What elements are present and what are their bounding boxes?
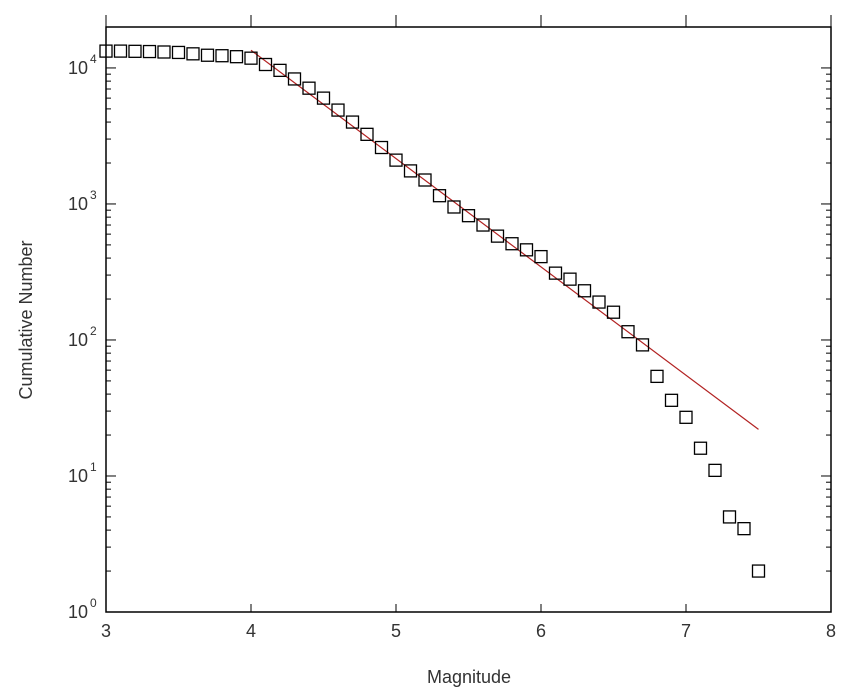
- y-tick-exponent: 1: [90, 460, 97, 474]
- data-point: [200, 48, 215, 62]
- y-tick-label: 10: [68, 194, 88, 214]
- data-point: [737, 522, 751, 536]
- data-point: [592, 295, 606, 309]
- data-point: [679, 410, 693, 424]
- data-point: [302, 81, 316, 95]
- data-point: [374, 140, 389, 155]
- data-point: [316, 91, 331, 105]
- y-axis-label: Cumulative Number: [16, 240, 36, 399]
- data-point: [345, 115, 360, 129]
- x-axis-label: Magnitude: [427, 667, 511, 687]
- data-point: [447, 200, 461, 214]
- data-point: [360, 127, 374, 141]
- data-point: [664, 393, 679, 407]
- y-tick-exponent: 4: [90, 52, 97, 66]
- data-point: [476, 218, 490, 232]
- data-point: [113, 44, 128, 58]
- data-point: [403, 164, 418, 178]
- data-point: [389, 153, 403, 167]
- data-point: [215, 49, 229, 63]
- x-tick-label: 6: [536, 621, 546, 641]
- plot-frame: [105, 26, 832, 613]
- fit-line: [250, 49, 759, 430]
- data-point: [519, 243, 534, 257]
- data-point: [273, 63, 287, 78]
- y-tick-label: 10: [68, 58, 88, 78]
- data-point: [708, 463, 722, 478]
- x-tick-label: 8: [826, 621, 836, 641]
- data-point: [577, 284, 592, 298]
- x-tick-label: 3: [101, 621, 111, 641]
- data-point: [534, 249, 548, 264]
- data-point: [244, 51, 258, 65]
- x-tick-label: 5: [391, 621, 401, 641]
- y-tick-exponent: 0: [90, 596, 97, 610]
- data-point: [331, 103, 345, 117]
- x-tick-label: 4: [246, 621, 256, 641]
- data-point: [157, 45, 171, 59]
- x-tick-label: 7: [681, 621, 691, 641]
- data-point: [722, 510, 737, 524]
- data-point: [621, 325, 635, 339]
- data-point: [186, 47, 200, 61]
- data-markers: [99, 44, 766, 578]
- data-point: [563, 272, 577, 286]
- y-tick-label: 10: [68, 466, 88, 486]
- data-point: [751, 564, 766, 578]
- y-tick-label: 10: [68, 330, 88, 350]
- data-point: [258, 57, 273, 72]
- data-point: [650, 369, 664, 384]
- data-point: [548, 266, 563, 280]
- axis-ticks: [105, 15, 832, 613]
- y-tick-exponent: 3: [90, 188, 97, 202]
- data-point: [461, 209, 476, 223]
- y-tick-exponent: 2: [90, 324, 97, 338]
- x-tick-labels: 3 4 5 6 7 8: [101, 621, 836, 641]
- data-point: [142, 44, 157, 59]
- data-point: [418, 173, 432, 187]
- data-point: [693, 441, 708, 455]
- data-point: [229, 50, 244, 64]
- data-point: [171, 45, 186, 60]
- data-point: [287, 72, 302, 86]
- data-point: [128, 44, 142, 58]
- data-point: [635, 338, 650, 352]
- data-point: [432, 189, 447, 203]
- y-tick-label: 10: [68, 602, 88, 622]
- data-point: [505, 237, 519, 251]
- data-point: [606, 305, 621, 319]
- data-point: [99, 44, 113, 58]
- data-point: [490, 229, 505, 243]
